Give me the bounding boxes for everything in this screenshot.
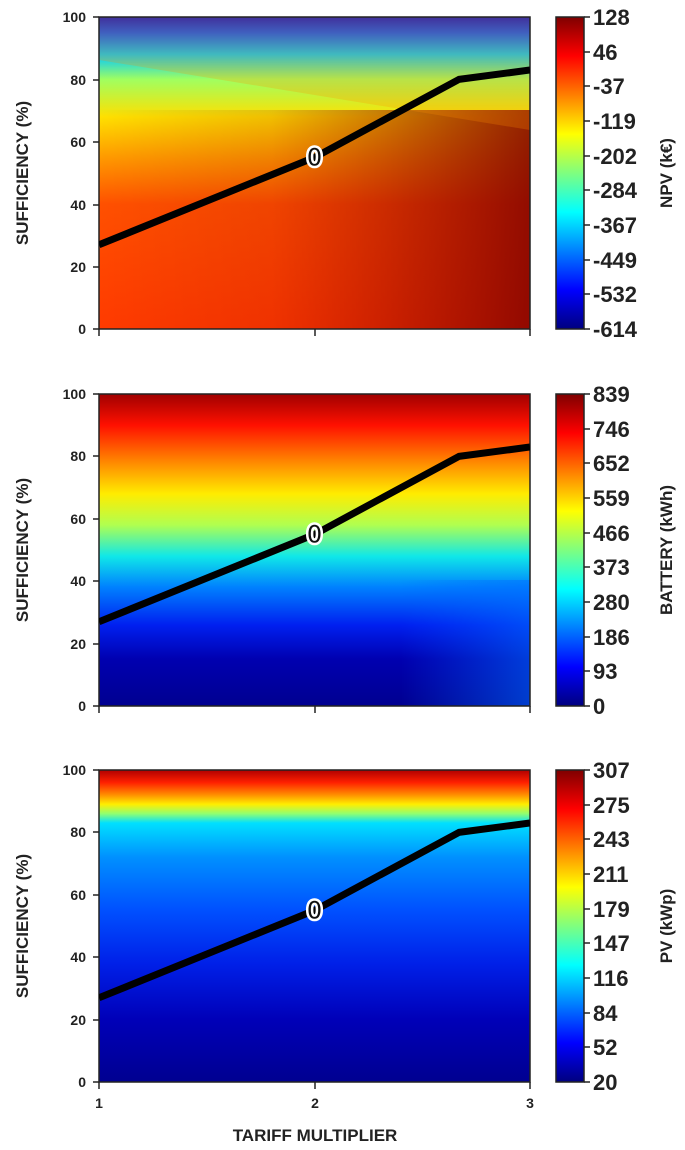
npv-cb-tick-6: -367 <box>593 213 637 238</box>
battery-y-tick-80: 80 <box>70 448 86 464</box>
pv-cb-tick-0: 307 <box>593 758 630 783</box>
battery-contour-label: 0 <box>307 520 322 548</box>
battery-y-tick-40: 40 <box>70 573 86 589</box>
pv-cb-tick-2: 243 <box>593 827 630 852</box>
pv-colorbar: 307 275 243 211 179 147 116 84 52 20 PV … <box>555 758 676 1095</box>
battery-cb-tick-2: 652 <box>593 451 630 476</box>
npv-cb-tick-9: -614 <box>593 317 638 342</box>
battery-y-tick-60: 60 <box>70 511 86 527</box>
pv-heatmap <box>99 770 530 1082</box>
npv-y-tick-100: 100 <box>63 9 87 25</box>
npv-y-tick-60: 60 <box>70 134 86 150</box>
npv-contour-label: 0 <box>307 143 322 171</box>
pv-x-tick-1: 1 <box>95 1095 103 1111</box>
pv-cb-tick-7: 84 <box>593 1001 618 1026</box>
battery-cb-tick-5: 373 <box>593 555 630 580</box>
npv-colorbar-label: NPV (k€) <box>657 138 676 208</box>
pv-y-axis-label: SUFFICIENCY (%) <box>13 854 32 998</box>
battery-x-ticks <box>98 706 531 713</box>
battery-zero-contour <box>99 443 530 626</box>
pv-cb-tick-1: 275 <box>593 793 630 818</box>
pv-x-ticks: 1 2 3 <box>95 1082 534 1111</box>
npv-zero-contour <box>99 66 530 249</box>
pv-y-tick-60: 60 <box>70 887 86 903</box>
battery-cb-tick-0: 839 <box>593 382 630 407</box>
battery-colorbar-gradient <box>555 393 585 707</box>
pv-colorbar-gradient <box>555 769 585 1083</box>
npv-cb-tick-3: -119 <box>593 109 636 134</box>
npv-colorbar-gradient <box>555 16 585 330</box>
battery-cb-tick-4: 466 <box>593 521 630 546</box>
npv-y-tick-80: 80 <box>70 72 86 88</box>
battery-cb-tick-6: 280 <box>593 590 630 615</box>
npv-cb-tick-2: -37 <box>593 74 625 99</box>
battery-y-tick-100: 100 <box>63 386 87 402</box>
pv-cb-tick-4: 179 <box>593 897 630 922</box>
pv-zero-contour <box>99 819 530 1002</box>
npv-panel: 0 0 20 40 60 80 100 SUFFICIENCY (%) <box>13 5 676 342</box>
npv-y-tick-0: 0 <box>78 321 86 337</box>
npv-cb-tick-0: 128 <box>593 5 630 30</box>
pv-y-ticks: 0 20 40 60 80 100 <box>63 762 99 1090</box>
battery-cb-tick-7: 186 <box>593 625 630 650</box>
pv-y-tick-40: 40 <box>70 949 86 965</box>
pv-cb-tick-6: 116 <box>593 966 629 991</box>
pv-y-tick-80: 80 <box>70 824 86 840</box>
battery-y-tick-0: 0 <box>78 698 86 714</box>
battery-y-ticks: 0 20 40 60 80 100 <box>63 386 99 714</box>
npv-cb-tick-5: -284 <box>593 178 638 203</box>
pv-y-tick-0: 0 <box>78 1074 86 1090</box>
pv-cb-tick-3: 211 <box>593 862 629 887</box>
npv-y-axis-label: SUFFICIENCY (%) <box>13 101 32 245</box>
pv-cb-tick-8: 52 <box>593 1035 617 1060</box>
npv-y-ticks: 0 20 40 60 80 100 <box>63 9 99 337</box>
battery-y-axis-label: SUFFICIENCY (%) <box>13 478 32 622</box>
battery-y-tick-20: 20 <box>70 636 86 652</box>
pv-y-tick-20: 20 <box>70 1012 86 1028</box>
pv-colorbar-label: PV (kWp) <box>657 889 676 964</box>
pv-contour-label: 0 <box>307 896 322 924</box>
pv-cb-tick-9: 20 <box>593 1070 617 1095</box>
npv-cb-tick-1: 46 <box>593 40 617 65</box>
battery-colorbar-label: BATTERY (kWh) <box>657 485 676 615</box>
battery-cb-tick-8: 93 <box>593 659 617 684</box>
battery-cb-tick-3: 559 <box>593 486 630 511</box>
battery-cb-tick-1: 746 <box>593 417 630 442</box>
pv-x-tick-3: 3 <box>526 1095 534 1111</box>
pv-panel: 0 0 20 40 60 80 100 1 2 3 SUFFICIENCY (%… <box>13 758 676 1145</box>
npv-y-tick-40: 40 <box>70 197 86 213</box>
battery-heatmap <box>99 394 530 706</box>
npv-cb-tick-8: -532 <box>593 282 637 307</box>
npv-cb-tick-7: -449 <box>593 248 637 273</box>
pv-cb-tick-5: 147 <box>593 931 630 956</box>
pv-x-tick-2: 2 <box>311 1095 319 1111</box>
npv-cb-tick-4: -202 <box>593 144 637 169</box>
npv-heatmap <box>99 17 530 329</box>
x-axis-label: TARIFF MULTIPLIER <box>233 1126 398 1145</box>
npv-colorbar: 128 46 -37 -119 -202 -284 -367 -449 -532… <box>555 5 676 342</box>
battery-cb-tick-9: 0 <box>593 694 605 719</box>
battery-panel: 0 0 20 40 60 80 100 SUFFICIENCY (%) <box>13 382 676 719</box>
npv-y-tick-20: 20 <box>70 259 86 275</box>
battery-colorbar: 839 746 652 559 466 373 280 186 93 0 BAT… <box>555 382 676 719</box>
npv-x-ticks <box>98 329 531 336</box>
pv-y-tick-100: 100 <box>63 762 87 778</box>
